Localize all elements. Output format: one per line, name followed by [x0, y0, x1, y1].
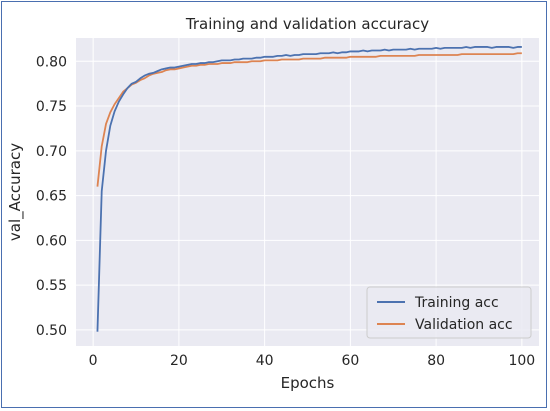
x-tick-label: 100	[508, 353, 535, 369]
x-tick-label: 0	[89, 353, 98, 369]
y-tick-label: 0.50	[36, 323, 67, 339]
series-layer	[96, 46, 522, 332]
x-tick-label: 80	[427, 353, 445, 369]
y-axis-ticks: 0.50 0.55 0.60 0.65 0.70 0.75 0.80	[36, 54, 67, 339]
y-tick-label: 0.55	[36, 278, 67, 294]
y-tick-label: 0.80	[36, 54, 67, 70]
y-tick-label: 0.70	[36, 144, 67, 160]
legend-box	[366, 286, 532, 339]
y-tick-label: 0.65	[36, 189, 67, 205]
series-line-training-acc	[96, 46, 522, 332]
x-tick-label: 60	[341, 353, 359, 369]
y-axis-label: val_Accuracy	[6, 143, 25, 241]
series-line-validation-acc	[96, 52, 522, 187]
legend: Training acc Validation acc	[366, 286, 532, 339]
legend-label-training-acc: Training acc	[414, 295, 499, 311]
y-tick-label: 0.60	[36, 233, 67, 249]
x-tick-label: 20	[170, 353, 188, 369]
x-axis-label: Epochs	[281, 374, 335, 392]
y-tick-label: 0.75	[36, 99, 67, 115]
x-axis-ticks: 0 20 40 60 80 100	[89, 353, 536, 369]
x-tick-label: 40	[256, 353, 274, 369]
legend-label-validation-acc: Validation acc	[415, 317, 513, 333]
chart-title: Training and validation accuracy	[185, 15, 429, 33]
